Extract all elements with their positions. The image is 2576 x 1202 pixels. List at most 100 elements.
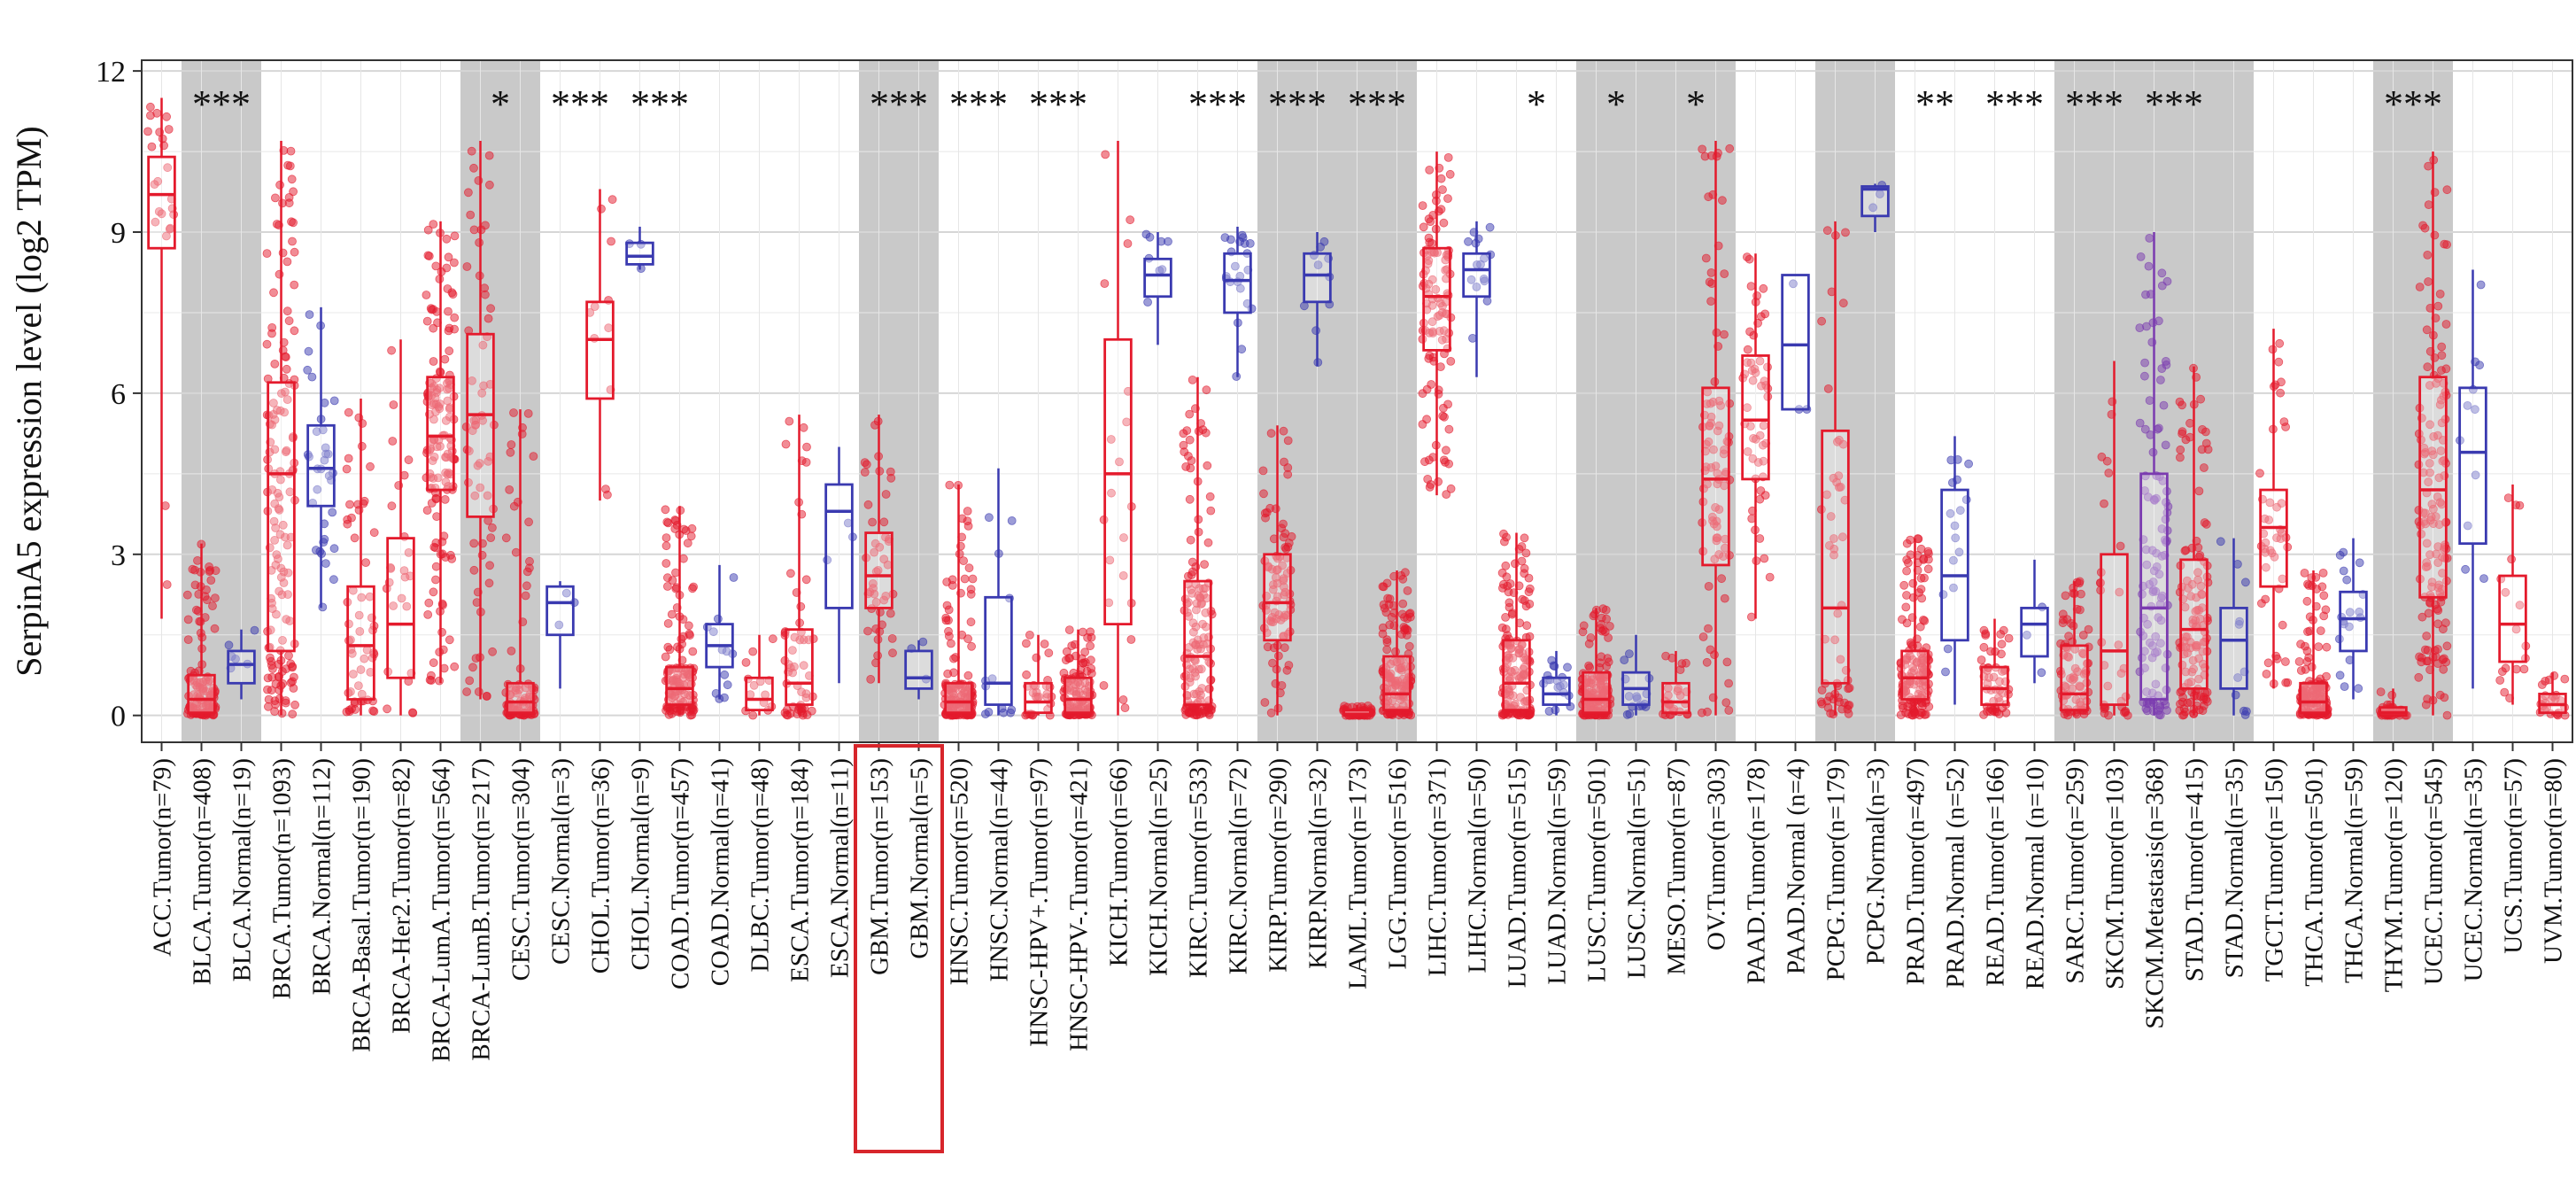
data-point: [1202, 385, 1211, 395]
category-label-48: SARC.Tumor(n=259): [2062, 758, 2090, 984]
data-point: [1513, 671, 1523, 680]
box-iqr: [227, 649, 256, 685]
data-point: [1502, 572, 1512, 582]
data-point: [2084, 624, 2093, 634]
data-point: [1996, 630, 2006, 639]
data-point: [963, 516, 972, 526]
box-iqr: [1382, 655, 1412, 712]
data-point: [2278, 620, 2287, 630]
band-14: [1337, 60, 1417, 742]
data-point: [284, 651, 293, 661]
data-point: [782, 710, 792, 719]
data-point: [1724, 706, 1734, 715]
data-point: [2240, 578, 2250, 587]
data-point: [328, 508, 337, 517]
data-point: [2157, 281, 2167, 291]
data-point: [507, 647, 516, 655]
data-point: [1446, 484, 1456, 493]
data-point: [284, 316, 294, 326]
data-point: [2442, 185, 2452, 195]
data-point: [145, 102, 155, 112]
data-point: [290, 326, 299, 336]
data-point: [1501, 613, 1510, 622]
data-point: [307, 372, 317, 382]
data-point: [1164, 237, 1172, 246]
box-iqr: [466, 332, 495, 518]
data-point: [388, 437, 398, 446]
category-label-18: GBM.Tumor(n=153): [866, 758, 894, 975]
data-point: [427, 499, 437, 508]
data-point: [966, 617, 976, 627]
data-point: [1709, 445, 1718, 454]
data-point: [2157, 364, 2167, 374]
data-point: [1951, 533, 1961, 543]
data-point: [344, 454, 353, 463]
significance-label-3: ***: [630, 82, 689, 126]
data-point: [2200, 518, 2209, 527]
data-point: [1119, 533, 1128, 542]
data-point: [465, 676, 475, 686]
data-point: [687, 523, 697, 533]
data-point: [1915, 622, 1925, 632]
data-point: [1502, 532, 1511, 542]
data-point: [1464, 237, 1473, 246]
data-point: [1100, 279, 1110, 289]
data-point: [430, 393, 440, 403]
data-point: [945, 632, 954, 641]
data-point: [2154, 423, 2163, 433]
data-point: [262, 339, 272, 349]
data-point: [607, 195, 617, 205]
data-point: [2302, 596, 2312, 606]
data-point: [2198, 424, 2207, 434]
data-point: [270, 359, 280, 368]
data-point: [790, 632, 800, 642]
significance-label-11: *: [1606, 82, 1626, 126]
significance-label-14: ***: [1985, 82, 2044, 126]
data-point: [2139, 371, 2149, 381]
data-point: [661, 652, 670, 662]
data-point: [1722, 657, 1732, 667]
data-point: [1505, 602, 1514, 612]
data-point: [2181, 546, 2191, 554]
data-point: [1902, 555, 1912, 564]
data-point: [1908, 663, 1918, 672]
data-point: [469, 163, 478, 173]
data-point: [1834, 471, 1844, 480]
data-point: [343, 515, 352, 524]
data-point: [1400, 625, 1409, 635]
data-point: [887, 634, 897, 643]
data-point: [1941, 667, 1950, 677]
data-point: [276, 572, 286, 582]
data-point: [1231, 261, 1240, 271]
data-point: [1747, 366, 1757, 376]
data-point: [273, 488, 282, 498]
data-point: [1521, 548, 1531, 558]
data-point: [522, 581, 531, 591]
data-point: [289, 218, 298, 228]
box-iqr: [1064, 676, 1093, 715]
data-point: [2239, 706, 2248, 716]
data-point: [1520, 596, 1529, 605]
box-iqr: [1860, 185, 1890, 218]
box-iqr: [585, 300, 615, 400]
data-point: [1387, 612, 1396, 622]
data-point: [2274, 357, 2284, 367]
category-label-31: LGG.Tumor(n=516): [1384, 758, 1412, 969]
data-point: [1755, 534, 1765, 543]
data-point: [1187, 588, 1197, 598]
data-point: [423, 225, 433, 235]
data-point: [2104, 469, 2114, 477]
data-point: [886, 467, 895, 477]
data-point: [1040, 640, 1049, 648]
data-point: [329, 575, 338, 585]
data-point: [1279, 519, 1288, 529]
category-label-19: GBM.Normal(n=5): [906, 758, 934, 959]
data-point: [282, 540, 292, 550]
category-label-46: READ.Tumor(n=166): [1982, 758, 2010, 987]
box-iqr: [187, 673, 216, 715]
data-point: [183, 615, 193, 624]
data-point: [205, 567, 214, 577]
data-point: [288, 710, 298, 719]
box-iqr: [944, 681, 973, 715]
data-point: [529, 452, 538, 461]
